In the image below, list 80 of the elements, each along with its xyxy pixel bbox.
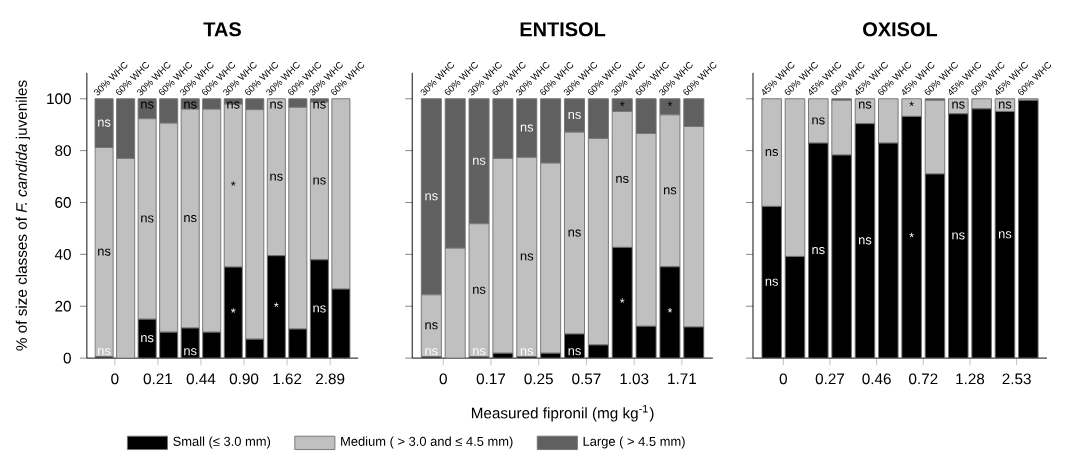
data-label: * (619, 101, 625, 107)
data-label: ns (270, 173, 283, 181)
text: 1.03 (620, 373, 649, 385)
y-tick-label: 100 (47, 93, 71, 105)
chart-title: OXISOL (863, 22, 938, 37)
data-label: ns (141, 101, 154, 109)
data-label: ns (568, 348, 581, 356)
data-label: * (667, 308, 673, 313)
legend-label: Medium ( > 3.0 and ≤ 4.5 mm) (341, 436, 513, 449)
y-tick-label: 20 (55, 300, 71, 312)
data-label: ns (568, 229, 581, 237)
text: 0.27 (815, 373, 845, 385)
data-label: ns (859, 101, 872, 109)
text: 0.46 (862, 373, 891, 385)
data-label: ns (998, 101, 1012, 109)
data-label: * (230, 308, 236, 313)
data-label: ns (184, 348, 197, 356)
data-label: * (909, 232, 914, 238)
data-label: ns (859, 237, 872, 245)
data-label: ns (141, 215, 154, 223)
data-label: ns (425, 348, 438, 356)
data-label: * (909, 101, 914, 107)
data-label: ns (270, 101, 283, 109)
data-label: ns (98, 119, 111, 127)
text: 1.71 (668, 373, 696, 384)
data-label: ns (313, 101, 326, 109)
text: 0.17 (476, 373, 506, 385)
data-label: ns (520, 348, 534, 356)
y-tick-label: 80 (55, 145, 71, 157)
data-label: ns (952, 232, 965, 240)
data-label: ns (812, 117, 825, 125)
text: 0 (779, 373, 787, 385)
data-label: ns (473, 157, 486, 165)
data-label: ns (313, 177, 326, 185)
data-label: ns (473, 348, 486, 356)
y-tick-label: 60 (55, 197, 71, 208)
data-label: * (667, 101, 673, 107)
legend-label: Small (≤ 3.0 mm) (173, 436, 271, 449)
text: 0.72 (909, 373, 938, 385)
text: 0.57 (572, 373, 601, 385)
data-label: * (619, 298, 625, 303)
data-label: ns (520, 124, 534, 132)
data-label: ns (98, 348, 111, 356)
data-label: ns (812, 247, 825, 255)
text: 0.21 (143, 373, 173, 385)
data-label: ns (141, 335, 154, 343)
chart-title: TAS (203, 22, 241, 37)
text: 2.53 (1002, 373, 1031, 385)
legend-label: Large ( > 4.5 mm) (583, 436, 685, 449)
data-label: * (230, 181, 236, 186)
text: 2.89 (316, 373, 345, 385)
data-label: ns (765, 149, 779, 157)
data-label: * (274, 302, 279, 307)
text: 1.28 (956, 373, 985, 385)
x-axis-title: Measured fipronil (mg kg$^{-1}$) (471, 405, 654, 422)
text: 1.62 (273, 373, 302, 385)
text: 0.90 (229, 373, 259, 385)
data-label: ns (184, 101, 197, 109)
data-label: ns (425, 322, 438, 330)
text: 0 (439, 373, 447, 385)
data-label: ns (473, 286, 486, 294)
data-label: ns (313, 305, 326, 313)
data-label: ns (184, 215, 197, 223)
data-label: ns (227, 101, 240, 109)
y-tick-label: 0 (63, 352, 71, 364)
text: 0.44 (186, 373, 216, 385)
data-label: ns (568, 111, 581, 119)
text: 0 (111, 373, 119, 385)
y-tick-label: 40 (54, 248, 71, 260)
data-label: ns (616, 175, 629, 183)
data-label: ns (520, 253, 534, 261)
data-label: ns (425, 193, 438, 201)
data-label: ns (998, 231, 1012, 239)
y-axis-title: % of size classes of F. candida juveniles (15, 80, 30, 351)
text: 0.25 (524, 373, 553, 385)
data-label: ns (663, 187, 677, 195)
data-label: ns (98, 248, 111, 256)
data-label: ns (765, 278, 779, 286)
chart-title: ENTISOL (520, 22, 606, 37)
data-label: ns (952, 101, 965, 109)
